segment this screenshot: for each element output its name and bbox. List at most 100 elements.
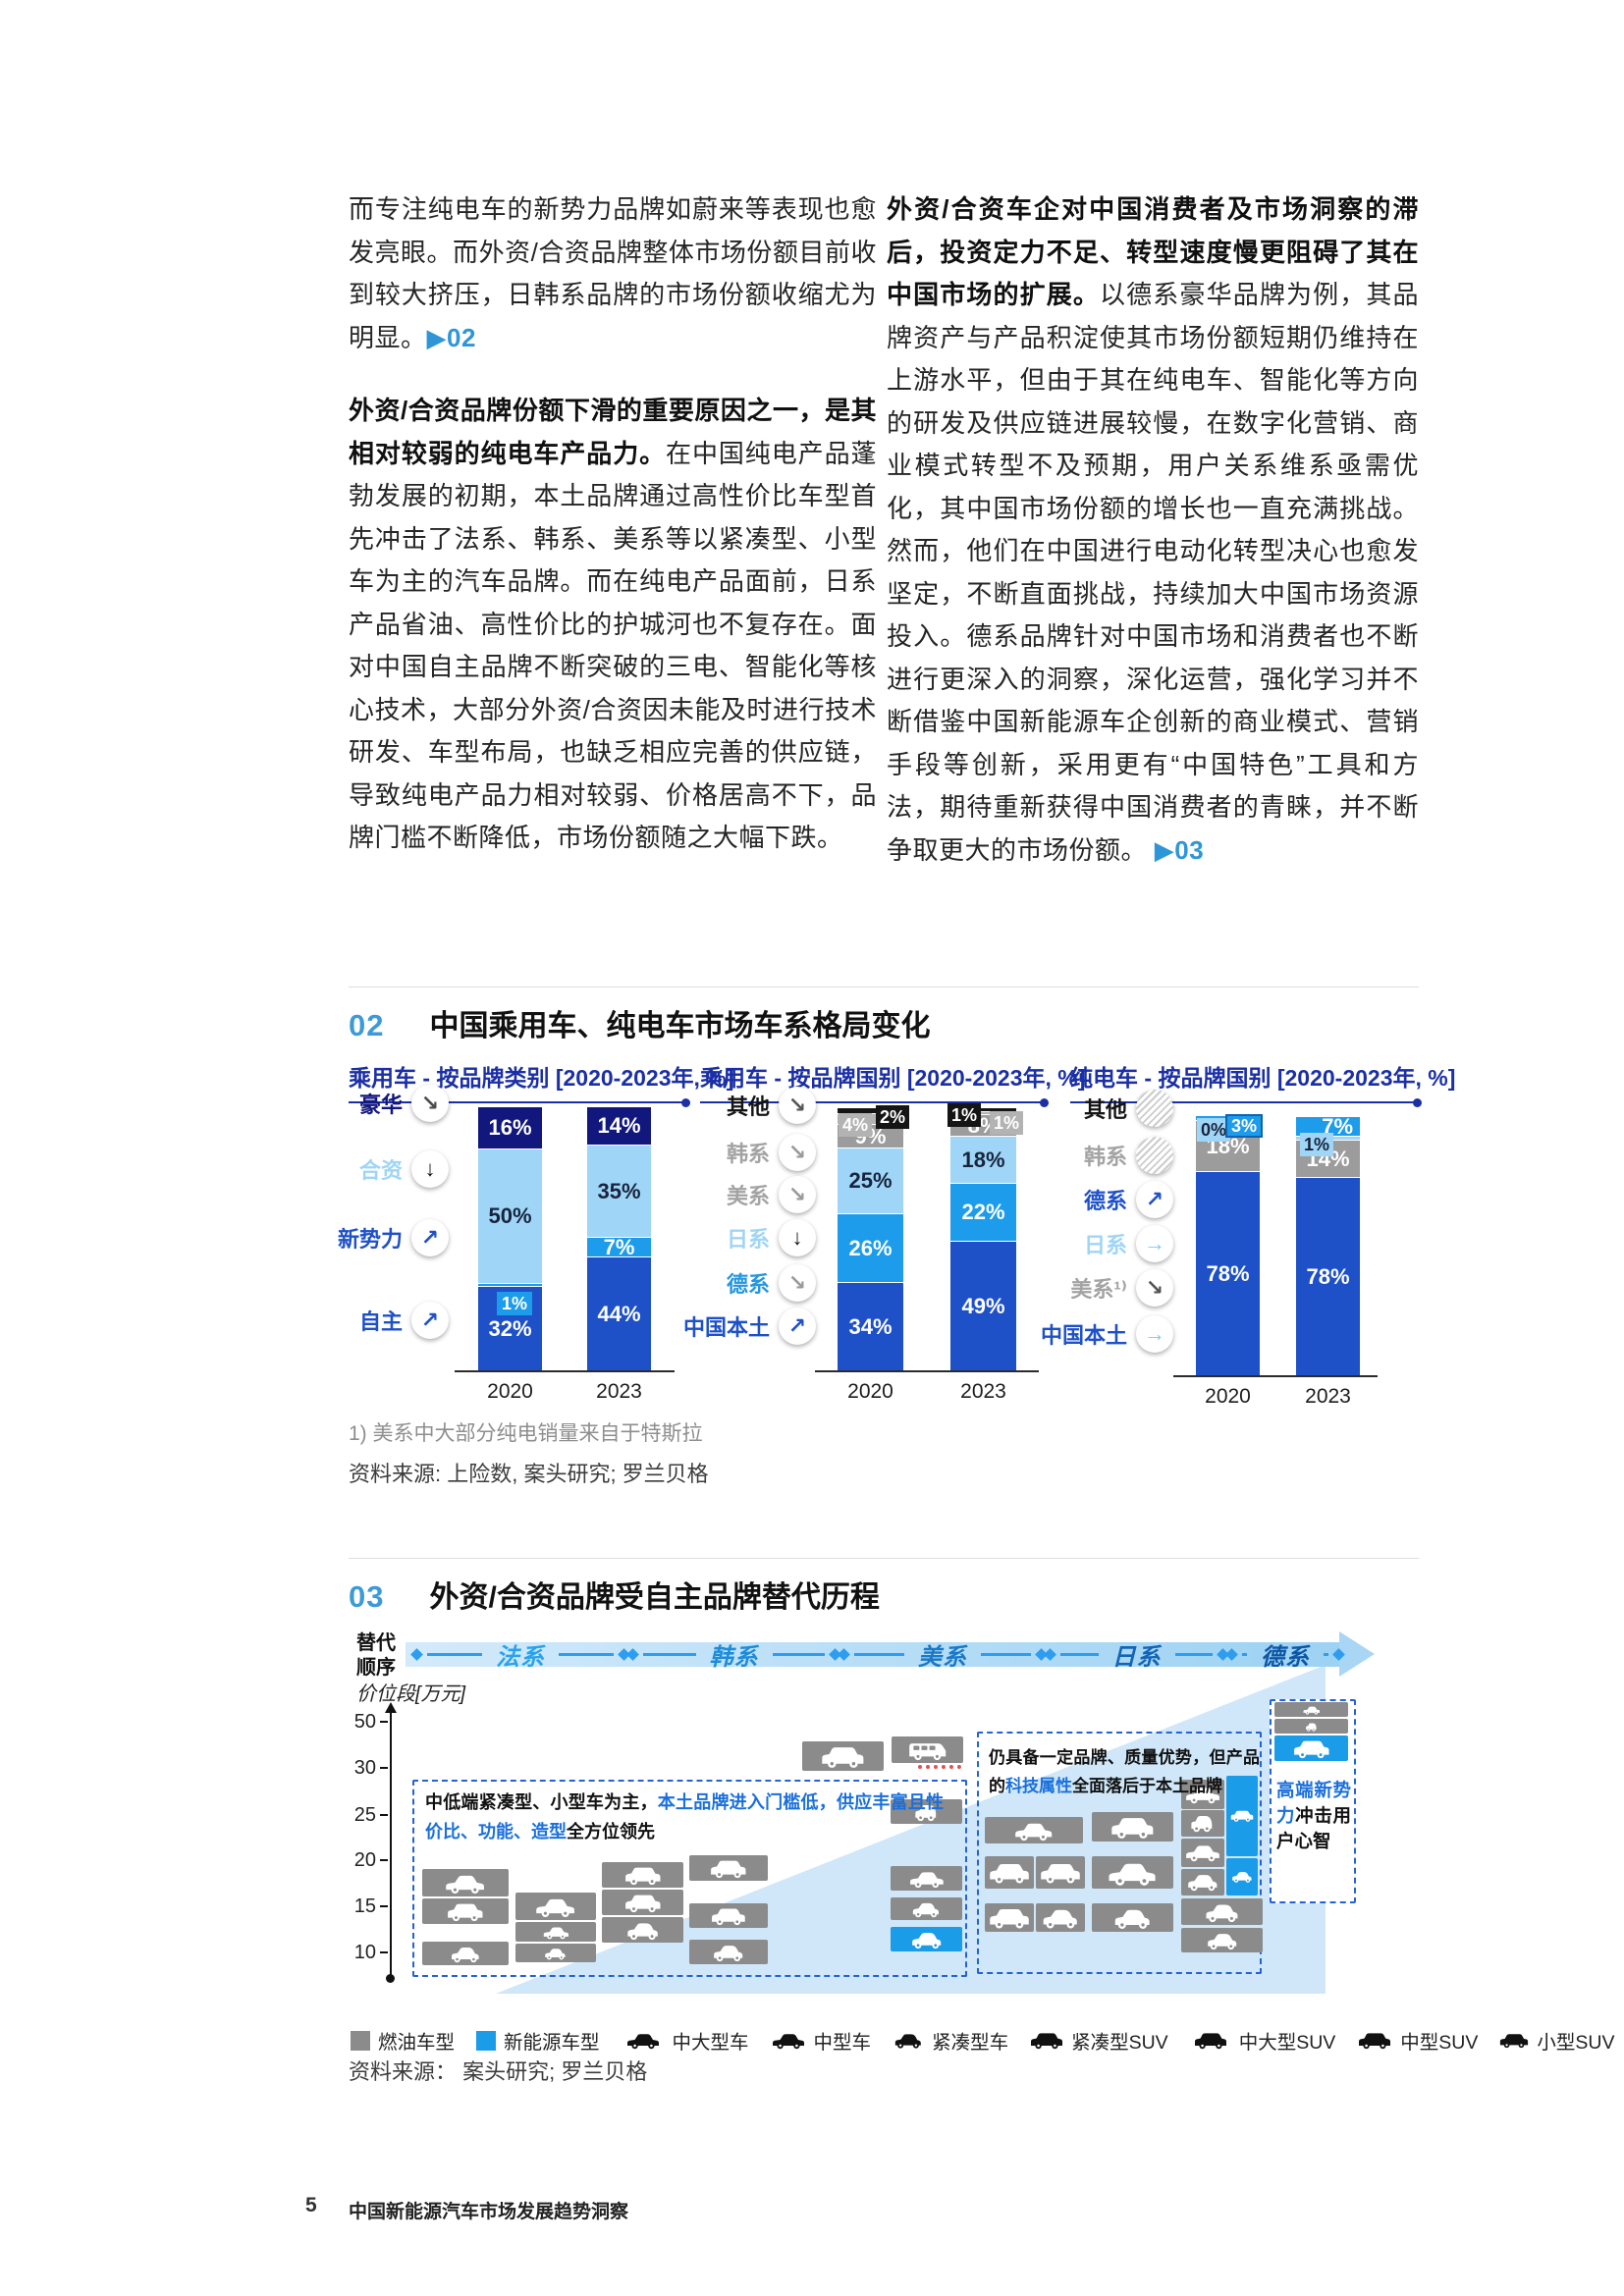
sedan-car-icon — [543, 1927, 568, 1939]
figure-03-header: 03 外资/合资品牌受自主品牌替代历程 — [349, 1573, 880, 1616]
car-box — [422, 1942, 509, 1965]
figure-source: 资料来源: 上险数, 案头研究; 罗兰贝格 — [349, 1462, 709, 1486]
text-run: 外资/合资品牌份额下滑的重要原因之一，是其相对较弱的纯电车产品力。 — [349, 396, 877, 468]
bar-segment: 78% — [1196, 1171, 1260, 1375]
trend-arrow-icon: ↘ — [1136, 1269, 1173, 1307]
text-run: 以德系豪华品牌为例，其品牌资产与产品积淀使其市场份额短期仍维持在上游水平，但由于… — [887, 280, 1419, 865]
stacked-bar: 16% 50% 1% 32% — [478, 1107, 542, 1370]
suv-car-silhouette-icon — [1030, 2031, 1063, 2050]
legend-item: 韩系 — [1070, 1136, 1173, 1175]
car-box — [985, 1856, 1034, 1889]
bar-value-label: 22% — [961, 1200, 1005, 1224]
chart-panel-passenger-by-brand-origin: 乘用车 - 按品牌国别 [2020-2023年, %] 其他 ↘ 韩系 ↘ 美系 ↘ 日系 ↓… — [683, 1051, 1085, 1464]
bar-value-callout: 1% — [1300, 1133, 1334, 1156]
legend-item: 中大型车 — [622, 2026, 749, 2055]
trend-arrow-icon: ↘ — [779, 1134, 816, 1171]
legend-label: 紧凑型SUV — [1071, 2032, 1168, 2054]
x-axis-line — [815, 1370, 1039, 1372]
sedan-car-icon — [446, 1875, 485, 1894]
trend-arrow-icon: → — [1136, 1315, 1173, 1353]
legend-item: 新势力 ↗ — [338, 1218, 449, 1257]
y-tick-label: 10 — [353, 1941, 376, 1963]
legend-item: 合资 ↓ — [349, 1149, 449, 1189]
brand-segment: 韩系 — [626, 1642, 841, 1671]
bar-segment: 18% — [950, 1136, 1016, 1183]
figure-number: 02 — [349, 1008, 385, 1042]
suv-car-silhouette-icon — [1357, 2031, 1392, 2050]
connector-line — [1242, 1653, 1247, 1656]
legend-label: 自主 — [358, 1309, 403, 1334]
trend-arrow-icon: ↗ — [411, 1302, 449, 1339]
legend-item: 韩系 ↘ — [700, 1133, 816, 1172]
car-box — [602, 1890, 683, 1915]
hatch-car-icon — [452, 1947, 479, 1962]
y-tick-mark — [380, 1721, 388, 1723]
underline-dot — [681, 1098, 690, 1107]
y-tick-mark — [380, 1767, 388, 1769]
hatch-car-icon — [1206, 1903, 1238, 1922]
car-box — [892, 1736, 963, 1763]
y-tick-mark — [380, 1814, 388, 1816]
stacked-bar: 1% 1% 8% 18% 22% 49% — [947, 1103, 1024, 1370]
sedan-car-icon — [1186, 1845, 1219, 1862]
chart-title: 乘用车 - 按品牌国别 [2020-2023年, %] — [700, 1059, 1085, 1107]
brand-label: 德系 — [1261, 1644, 1310, 1671]
suv-car-icon — [1041, 1863, 1080, 1884]
legend-swatch — [351, 2030, 370, 2051]
x-tick-label: 2020 — [1205, 1385, 1251, 1408]
y-tick: 15 — [349, 1894, 388, 1919]
legend-item: 新能源车型 — [476, 2026, 600, 2055]
axis-origin-dot — [386, 1974, 395, 1983]
brand-label: 法系 — [496, 1644, 545, 1671]
car-box — [891, 1927, 962, 1951]
hatch-car-icon — [627, 1922, 658, 1940]
legend-item: 日系 → — [1070, 1224, 1173, 1263]
hatched-circle-icon — [1136, 1090, 1173, 1127]
page-number: 5 — [305, 2194, 317, 2216]
sedan-car-icon — [1109, 1863, 1157, 1886]
annotation-quality-brands: 仍具备一定品牌、质量优势，但产品的科技属性全面落后于本土品牌 — [989, 1743, 1260, 1800]
text-run: 冲击用户心智 — [1276, 1805, 1351, 1851]
chart-panel-passenger-by-brand-type: 乘用车 - 按品牌类别 [2020-2023年, %] 豪华 ↘ 合资 ↓ 新势力 ↗ 自主… — [338, 1051, 733, 1464]
bar-value-label: 16% — [488, 1115, 532, 1140]
legend-label: 中型SUV — [1400, 2032, 1479, 2054]
legend-item: 豪华 ↘ — [349, 1084, 449, 1123]
bar-value-callout: 0% — [1197, 1118, 1231, 1142]
figure-02: 02 中国乘用车、纯电车市场车系格局变化 乘用车 - 按品牌类别 [2020-2… — [338, 987, 1455, 1522]
y-tick-mark — [380, 1905, 388, 1907]
y-tick-label: 50 — [353, 1710, 376, 1733]
text-run: ▶02 — [426, 322, 476, 352]
sedan-car-icon — [626, 2034, 659, 2050]
brand-segment: 日系 — [1044, 1642, 1229, 1671]
car-box — [422, 1898, 509, 1924]
paragraph: 外资/合资品牌份额下滑的重要原因之一，是其相对较弱的纯电车产品力。在中国纯电产品… — [349, 390, 877, 860]
bar-segment: 7% — [1296, 1114, 1360, 1139]
trend-arrow-icon: ↘ — [779, 1264, 816, 1302]
legend-label: 新势力 — [337, 1227, 403, 1252]
suv-car-silhouette-icon — [1190, 2031, 1231, 2050]
hatch-car-icon — [1188, 1875, 1218, 1892]
sedan-car-silhouette-icon — [771, 2031, 806, 2050]
chart-title: 乘用车 - 按品牌类别 [2020-2023年, %] — [349, 1059, 733, 1107]
chart-body: 其他 韩系 德系 ↗ 日系 → 美系¹⁾ ↘ 中国本土 → 0% 3% 18% 78% 2020 7% 1% 14… — [1041, 1051, 1419, 1464]
text-run: 在中国纯电产品蓬勃发展的初期，本土品牌通过高性价比车型首先冲击了法系、韩系、美系… — [349, 438, 877, 853]
suv-car-icon — [1230, 1810, 1254, 1823]
legend-item: 中国本土 → — [1041, 1314, 1173, 1354]
connector-line — [981, 1653, 1031, 1656]
sedan-car-icon — [1186, 1788, 1219, 1804]
stacked-bar: 7% 1% 14% 78% — [1296, 1114, 1360, 1375]
legend-item: 德系 ↘ — [700, 1263, 816, 1303]
car-box — [891, 1799, 962, 1824]
bar-segment: 14% — [587, 1107, 651, 1145]
chart-title: 纯电车 - 按品牌国别 [2020-2023年, %] — [1070, 1059, 1455, 1107]
chart-body: 其他↘韩系↘美系↘日系↓德系↘中国本土↗2%4%9%25%26%34%20201… — [683, 1051, 1046, 1464]
car-box — [891, 1866, 962, 1891]
legend-label: 德系 — [726, 1272, 770, 1297]
legend-item: 中型车 — [771, 2026, 871, 2055]
bar-value-label: 26% — [848, 1235, 893, 1260]
car-box — [1181, 1869, 1224, 1896]
figure-title: 中国乘用车、纯电车市场车系格局变化 — [429, 1010, 931, 1042]
connector-line — [643, 1653, 696, 1656]
bar-segment: 35% — [587, 1145, 651, 1237]
